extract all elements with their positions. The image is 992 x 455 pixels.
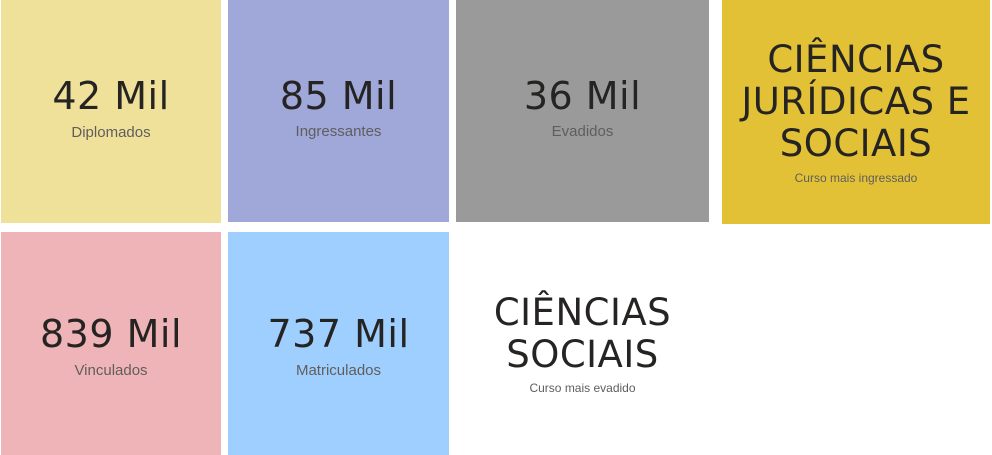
- matriculados-label: Matriculados: [295, 361, 382, 379]
- curso-mais-ingressado-label: Curso mais ingressado: [794, 170, 918, 185]
- card-matriculados: 737 Mil Matriculados: [228, 232, 449, 455]
- ingressantes-label: Ingressantes: [295, 123, 382, 141]
- card-ingressantes: 85 Mil Ingressantes: [228, 0, 449, 222]
- card-vinculados: 839 Mil Vinculados: [1, 232, 221, 455]
- curso-evadido-line-1: CIÊNCIAS: [493, 290, 672, 334]
- card-diplomados: 42 Mil Diplomados: [1, 0, 221, 223]
- diplomados-label: Diplomados: [71, 123, 151, 141]
- curso-evadido-line-2: SOCIAIS: [506, 332, 659, 376]
- curso-ingressado-line-2: JURÍDICAS E: [741, 80, 971, 124]
- card-evadidos: 36 Mil Evadidos: [456, 0, 709, 222]
- curso-ingressado-line-1: CIÊNCIAS: [767, 38, 945, 82]
- vinculados-label: Vinculados: [74, 361, 148, 379]
- ingressantes-value: 85 Mil: [279, 73, 398, 118]
- curso-mais-evadido-name: CIÊNCIAS SOCIAIS: [493, 290, 672, 376]
- card-curso-mais-evadido: CIÊNCIAS SOCIAIS Curso mais evadido: [456, 232, 709, 455]
- diplomados-value: 42 Mil: [52, 74, 170, 119]
- card-curso-mais-ingressado: CIÊNCIAS JURÍDICAS E SOCIAIS Curso mais …: [722, 0, 990, 224]
- evadidos-label: Evadidos: [551, 123, 614, 141]
- evadidos-value: 36 Mil: [523, 73, 642, 118]
- curso-mais-evadido-label: Curso mais evadido: [529, 381, 636, 396]
- vinculados-value: 839 Mil: [39, 312, 182, 357]
- matriculados-value: 737 Mil: [267, 312, 410, 357]
- curso-ingressado-line-3: SOCIAIS: [779, 121, 933, 165]
- curso-mais-ingressado-name: CIÊNCIAS JURÍDICAS E SOCIAIS: [741, 39, 970, 164]
